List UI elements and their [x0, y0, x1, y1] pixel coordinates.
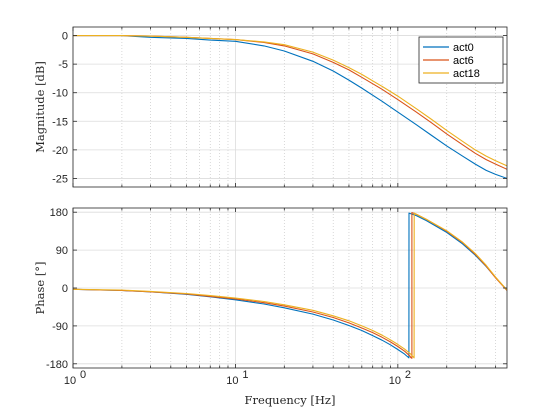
phase-y-tick-label: 180 — [50, 207, 68, 219]
mag-y-axis-label: Magnitude [dB] — [33, 61, 47, 153]
phase-x-tick-label: 10 — [389, 375, 401, 387]
x-axis-label: Frequency [Hz] — [245, 393, 336, 407]
phase-y-tick-label: -90 — [52, 321, 68, 333]
mag-y-tick-label: 0 — [62, 31, 68, 43]
mag-y-tick-label: -5 — [58, 59, 68, 71]
phase-x-tick-label: 10 — [226, 375, 238, 387]
mag-y-tick-label: -25 — [52, 173, 68, 185]
mag-series-act18 — [73, 35, 507, 167]
magnitude-axes: 0 -5 -10 -15 -20 -25 Magnitude [dB] act0act6act… — [33, 26, 508, 188]
phase-y-axis-label: Phase [°] — [33, 261, 47, 314]
mag-y-tick-label: -20 — [52, 145, 68, 157]
phase-x-tick-exponent: 0 — [80, 369, 86, 381]
phase-ticks — [72, 208, 507, 368]
phase-series-act0 — [73, 212, 507, 359]
phase-x-tick-exponent: 1 — [242, 369, 248, 381]
phase-x-tick-exponent: 2 — [405, 369, 411, 381]
legend-label-act0: act0 — [453, 42, 474, 54]
phase-y-tick-label: 0 — [62, 283, 68, 295]
phase-axes: 180 90 0 -90 -180 Phase [°] 10 0 10 1 10 2 — [33, 207, 508, 387]
phase-y-tick-label: -180 — [46, 359, 68, 371]
phase-y-tick-label: 90 — [56, 245, 68, 257]
phase-series — [73, 212, 507, 359]
mag-series — [73, 35, 507, 179]
phase-series-act18 — [73, 212, 507, 359]
mag-axes-box — [72, 26, 508, 188]
mag-ticks — [72, 27, 507, 187]
mag-y-tick-label: -15 — [52, 116, 68, 128]
legend-label-act18: act18 — [453, 68, 480, 80]
phase-x-tick-label: 10 — [64, 375, 76, 387]
mag-y-tick-label: -10 — [52, 88, 68, 100]
legend-label-act6: act6 — [453, 55, 474, 67]
mag-series-act0 — [73, 35, 507, 179]
